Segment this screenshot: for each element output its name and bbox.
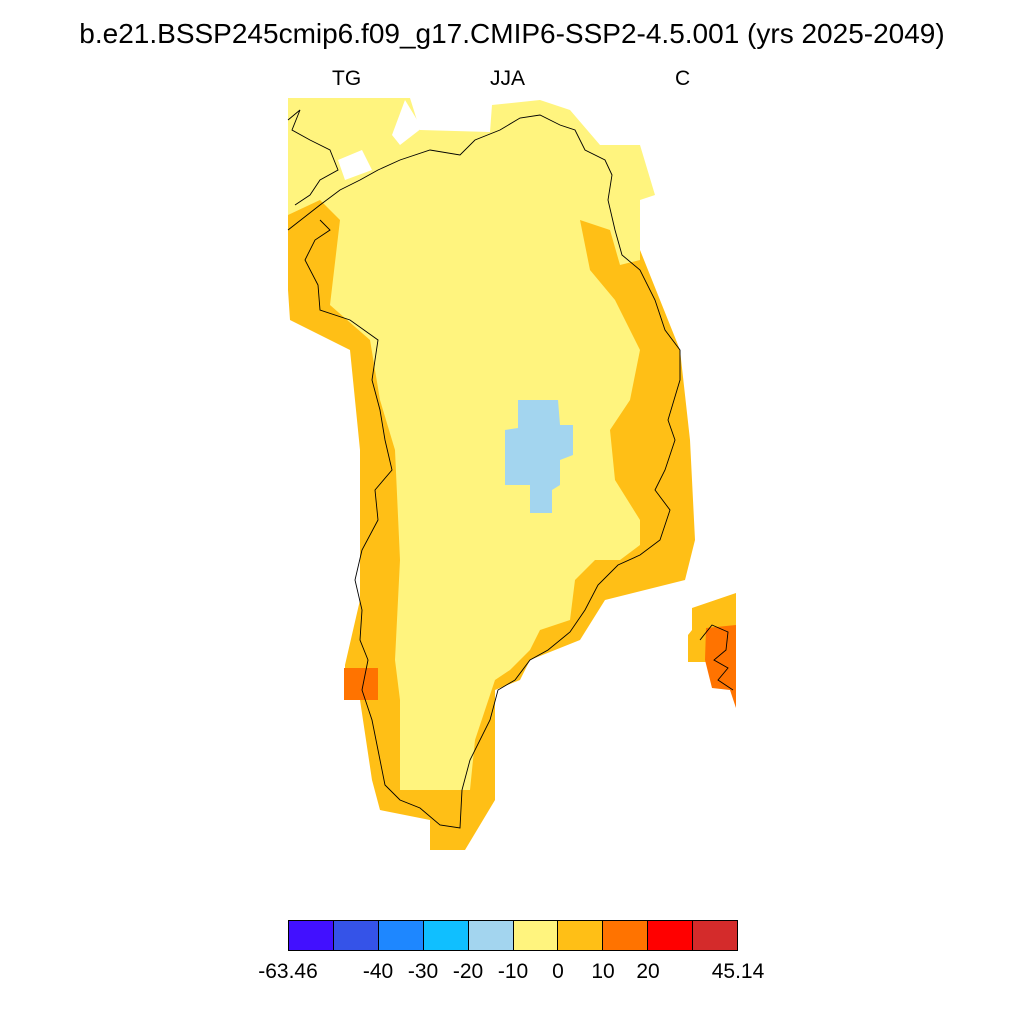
colorbar-label: 20 [636, 960, 660, 983]
season-label: JJA [490, 67, 526, 90]
colorbar-label: -63.46 [258, 960, 318, 983]
colorbar-box [648, 921, 694, 950]
colorbar-box [468, 921, 514, 950]
colorbar-box [378, 921, 424, 950]
plot-title: b.e21.BSSP245cmip6.f09_g17.CMIP6-SSP2-4.… [79, 18, 945, 49]
colorbar-box [513, 921, 559, 950]
colorbar-labels: -63.46 -40 -30 -20 -10 0 10 20 45.14 [0, 960, 1024, 990]
west-hot-spot [344, 668, 378, 700]
colorbar-label: -20 [452, 960, 484, 983]
mild-interior [288, 98, 655, 790]
colorbar-label: 10 [591, 960, 615, 983]
variable-label: TG [332, 67, 362, 90]
colorbar-box [558, 921, 604, 950]
colorbar-label: -30 [407, 960, 439, 983]
colorbar-label: 45.14 [711, 960, 765, 983]
cold-patch [505, 400, 573, 513]
colorbar-box [423, 921, 469, 950]
colorbar-label: -10 [497, 960, 529, 983]
colorbar-box [289, 921, 334, 950]
colorbar-label: -40 [362, 960, 394, 983]
coastline [287, 114, 681, 829]
island-hot [705, 625, 736, 708]
colorbar [288, 920, 738, 951]
units-label: C [675, 67, 691, 90]
colorbar-box [333, 921, 379, 950]
colorbar-box [603, 921, 649, 950]
colorbar-box [693, 921, 738, 950]
colorbar-label: 0 [552, 960, 564, 983]
